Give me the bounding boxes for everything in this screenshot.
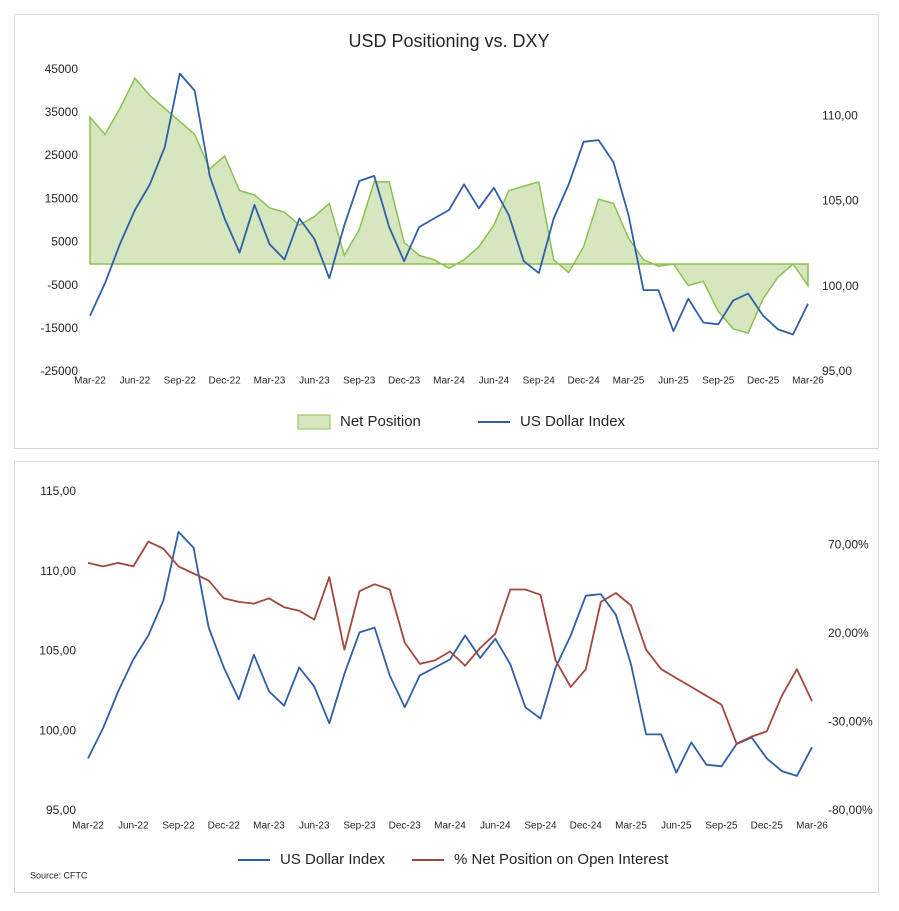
legend-label: US Dollar Index: [520, 413, 626, 430]
x-tick-label: Mar-25: [615, 821, 647, 832]
x-tick-label: Sep-23: [343, 376, 376, 387]
x-tick-label: Jun-24: [479, 376, 510, 387]
y2-tick-label: 20,00%: [828, 626, 869, 640]
x-tick-label: Dec-24: [568, 376, 601, 387]
series-line: [87, 540, 813, 745]
series-line: [89, 72, 809, 336]
y-tick-label: 95,00: [46, 803, 76, 817]
y-tick-label: 5000: [51, 235, 78, 249]
x-tick-label: Mar-24: [433, 376, 465, 387]
x-tick-label: Mar-24: [434, 821, 466, 832]
x-tick-label: Mar-22: [72, 821, 104, 832]
x-tick-label: Jun-22: [120, 376, 151, 387]
x-tick-label: Jun-23: [299, 821, 330, 832]
x-tick-label: Jun-22: [118, 821, 149, 832]
x-tick-label: Dec-25: [747, 376, 780, 387]
x-tick-label: Dec-23: [388, 376, 421, 387]
x-tick-label: Sep-22: [164, 376, 197, 387]
source-note: Source: CFTC: [30, 870, 88, 880]
y-tick-label: 45000: [45, 62, 79, 76]
y2-tick-label: 105,00: [822, 194, 859, 208]
x-tick-label: Sep-22: [162, 821, 195, 832]
y-tick-label: 105,00: [39, 644, 76, 658]
y2-tick-label: -30,00%: [828, 715, 873, 729]
x-tick-label: Sep-24: [524, 821, 557, 832]
x-tick-label: Mar-23: [254, 376, 286, 387]
y2-tick-label: -80,00%: [828, 803, 873, 817]
y-tick-label: 15000: [45, 191, 79, 205]
x-tick-label: Dec-23: [389, 821, 422, 832]
net-position-area: [89, 76, 809, 335]
x-tick-label: Sep-25: [702, 376, 735, 387]
x-tick-label: Sep-24: [523, 376, 556, 387]
x-tick-label: Jun-25: [658, 376, 689, 387]
x-tick-label: Dec-22: [209, 376, 242, 387]
y-tick-label: -15000: [41, 321, 79, 335]
x-tick-label: Mar-25: [613, 376, 645, 387]
y-tick-label: 25000: [45, 148, 79, 162]
x-tick-label: Mar-22: [74, 376, 106, 387]
x-tick-label: Mar-26: [796, 821, 828, 832]
legend-label: US Dollar Index: [280, 851, 386, 868]
x-tick-label: Mar-23: [253, 821, 285, 832]
x-tick-label: Sep-23: [343, 821, 376, 832]
bottom-panel: [14, 461, 879, 893]
y-tick-label: 110,00: [40, 564, 76, 578]
x-tick-label: Jun-25: [661, 821, 692, 832]
y2-tick-label: 95,00: [822, 364, 852, 378]
x-tick-label: Jun-23: [299, 376, 330, 387]
y-tick-label: 115,00: [40, 484, 76, 498]
x-tick-label: Jun-24: [480, 821, 511, 832]
legend-label: Net Position: [340, 413, 421, 430]
x-tick-label: Mar-26: [792, 376, 824, 387]
y-tick-label: 35000: [45, 105, 79, 119]
y-tick-label: -25000: [41, 364, 79, 378]
series-line: [87, 531, 813, 777]
y-tick-label: 100,00: [39, 723, 76, 737]
x-tick-label: Dec-22: [208, 821, 241, 832]
legend-label: % Net Position on Open Interest: [454, 851, 669, 868]
y2-tick-label: 70,00%: [828, 537, 869, 551]
y2-tick-label: 100,00: [822, 279, 859, 293]
y-tick-label: -5000: [47, 278, 78, 292]
y2-tick-label: 110,00: [822, 108, 858, 122]
x-tick-label: Dec-25: [751, 821, 784, 832]
x-tick-label: Dec-24: [570, 821, 603, 832]
x-tick-label: Sep-25: [705, 821, 738, 832]
chart-title: USD Positioning vs. DXY: [348, 31, 549, 51]
legend-swatch: [297, 414, 331, 430]
